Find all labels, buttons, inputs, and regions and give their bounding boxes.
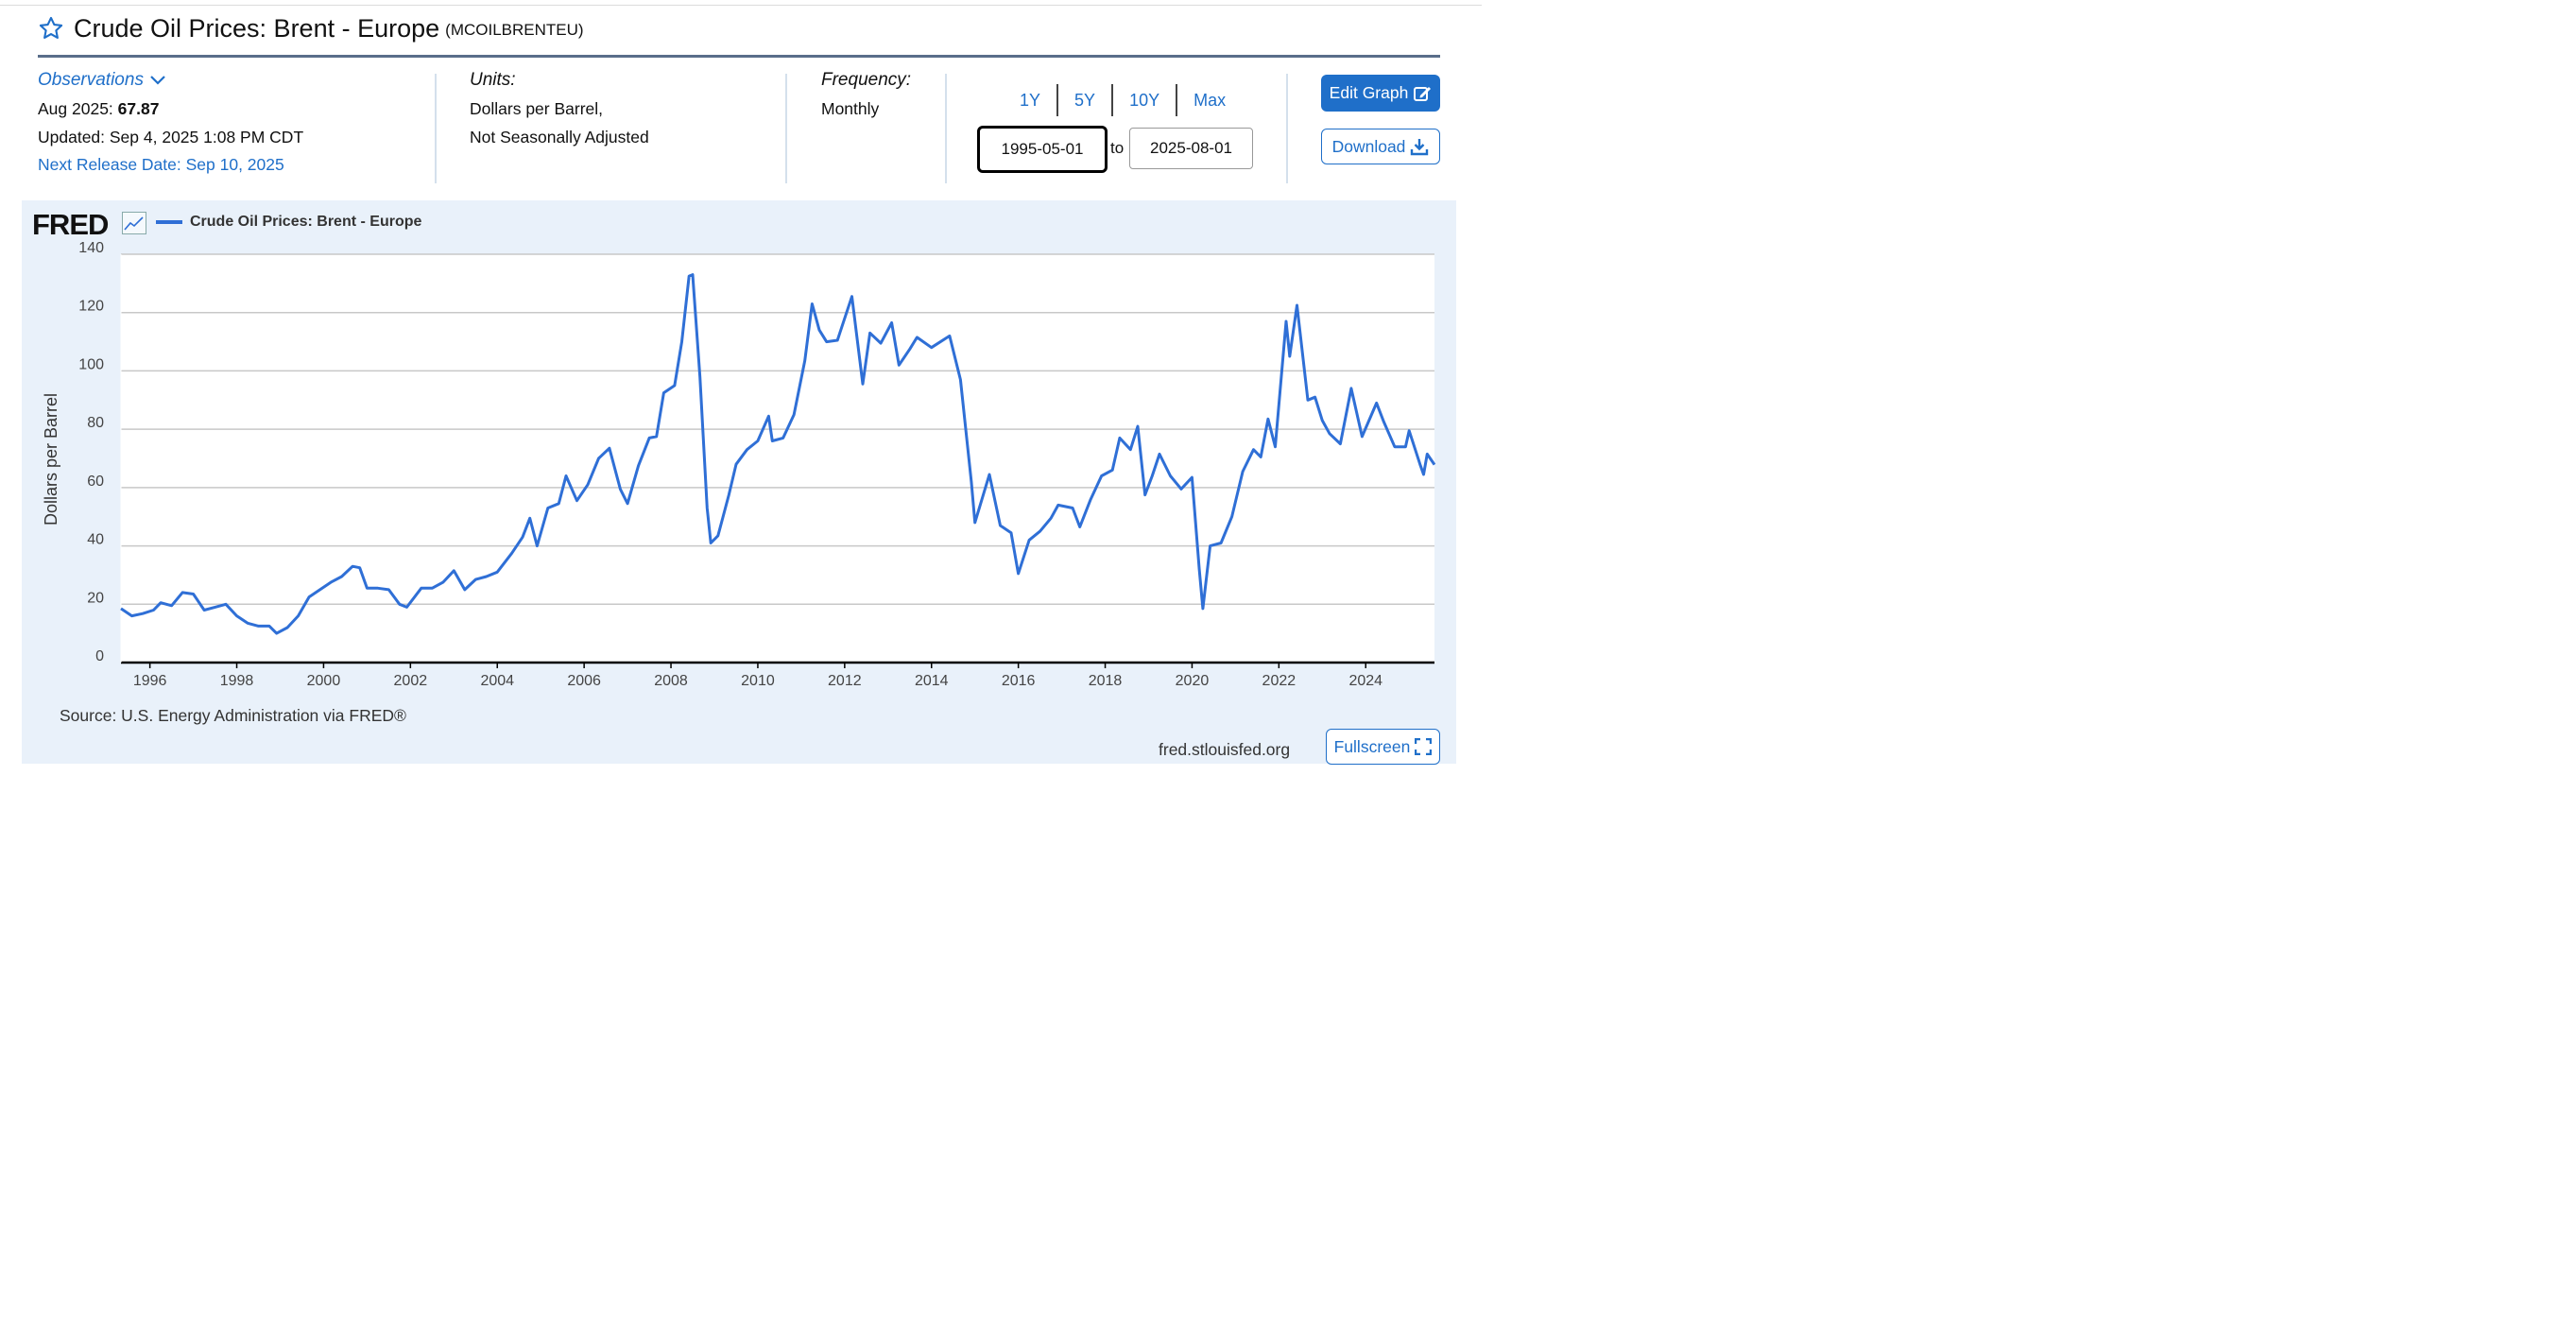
units-line-2: Not Seasonally Adjusted [470, 128, 649, 146]
range-max-button[interactable]: Max [1194, 91, 1227, 110]
y-tick-label: 60 [87, 474, 104, 490]
end-date-input[interactable] [1129, 128, 1253, 169]
to-label: to [1110, 139, 1125, 157]
x-tick-label: 2022 [1262, 673, 1297, 689]
series-line [120, 273, 1436, 635]
x-tick-label: 2006 [567, 673, 601, 689]
y-axis-label: Dollars per Barrel [42, 393, 60, 526]
x-tick-label: 2012 [828, 673, 862, 689]
download-label: Download [1331, 136, 1406, 156]
frequency-panel: Frequency: Monthly [821, 70, 911, 119]
fred-url[interactable]: fred.stlouisfed.org [1159, 740, 1291, 759]
chevron-down-icon [150, 76, 165, 85]
range-5y-button[interactable]: 5Y [1074, 91, 1096, 110]
column-divider [1286, 74, 1288, 183]
column-divider [785, 74, 787, 183]
range-divider [1056, 84, 1059, 116]
x-tick-label: 2014 [915, 673, 949, 689]
y-tick-label: 100 [78, 356, 104, 372]
legend-label: Crude Oil Prices: Brent - Europe [190, 214, 422, 230]
page-title: Crude Oil Prices: Brent - Europe [74, 13, 440, 43]
edit-graph-label: Edit Graph [1329, 83, 1409, 102]
x-tick-label: 1996 [133, 673, 167, 689]
y-tick-label: 140 [78, 240, 104, 256]
title-row: Crude Oil Prices: Brent - Europe (MCOILB… [38, 13, 584, 43]
x-tick-label: 2016 [1002, 673, 1036, 689]
source-note: Source: U.S. Energy Administration via F… [60, 706, 406, 725]
y-tick-label: 80 [87, 415, 104, 431]
plot-area [121, 254, 1434, 663]
range-divider [1176, 84, 1178, 116]
fred-logo: FRED [32, 208, 109, 241]
edit-icon [1414, 86, 1432, 101]
range-10y-button[interactable]: 10Y [1129, 91, 1160, 110]
fullscreen-label: Fullscreen [1333, 736, 1411, 756]
units-label: Units: [470, 70, 516, 90]
mini-graph-icon [122, 212, 146, 234]
x-tick-label: 2024 [1348, 673, 1382, 689]
x-tick-label: 1998 [220, 673, 254, 689]
updated-text: Updated: Sep 4, 2025 1:08 PM CDT [38, 128, 304, 146]
range-divider [1111, 84, 1114, 116]
legend-swatch [156, 220, 182, 224]
x-tick-label: 2002 [394, 673, 428, 689]
fullscreen-button[interactable]: Fullscreen [1326, 729, 1440, 765]
units-panel: Units: Dollars per Barrel, Not Seasonall… [470, 70, 649, 147]
x-tick-label: 2018 [1089, 673, 1123, 689]
observations-label: Observations [38, 70, 144, 90]
next-release-link[interactable]: Next Release Date: Sep 10, 2025 [38, 155, 284, 174]
y-tick-label: 0 [95, 648, 104, 664]
observation-period: Aug 2025: [38, 99, 113, 118]
observations-dropdown[interactable]: Observations [38, 70, 303, 91]
x-tick-label: 2004 [480, 673, 514, 689]
x-tick-label: 2010 [741, 673, 775, 689]
x-tick-label: 2008 [654, 673, 688, 689]
units-line-1: Dollars per Barrel, [470, 99, 604, 118]
y-tick-label: 20 [87, 590, 104, 606]
fullscreen-icon [1415, 738, 1433, 755]
frequency-label: Frequency: [821, 70, 912, 90]
download-icon [1411, 139, 1429, 156]
observations-panel: Observations Aug 2025: 67.87 Updated: Se… [38, 70, 303, 175]
range-buttons: 1Y 5Y 10Y Max [1004, 83, 1242, 117]
chart-legend: Crude Oil Prices: Brent - Europe [156, 214, 421, 231]
range-1y-button[interactable]: 1Y [1020, 91, 1041, 110]
x-tick-label: 2000 [307, 673, 341, 689]
column-divider [435, 74, 437, 183]
y-tick-label: 40 [87, 532, 104, 548]
series-id: (MCOILBRENTEU) [445, 21, 584, 39]
observation-value: 67.87 [117, 99, 160, 118]
line-chart: 0 20 40 60 80 100 120 140 1996 1998 2000 2002 2004 2… [42, 240, 1436, 689]
latest-observation: Aug 2025: 67.87 [38, 99, 303, 119]
edit-graph-button[interactable]: Edit Graph [1321, 75, 1440, 112]
title-underline [38, 55, 1440, 58]
start-date-input[interactable] [977, 126, 1108, 173]
download-button[interactable]: Download [1321, 129, 1440, 164]
star-icon[interactable] [38, 15, 64, 42]
x-tick-label: 2020 [1176, 673, 1210, 689]
top-divider [0, 5, 1482, 6]
frequency-value: Monthly [821, 99, 880, 118]
column-divider [945, 74, 947, 183]
y-tick-label: 120 [78, 299, 104, 315]
